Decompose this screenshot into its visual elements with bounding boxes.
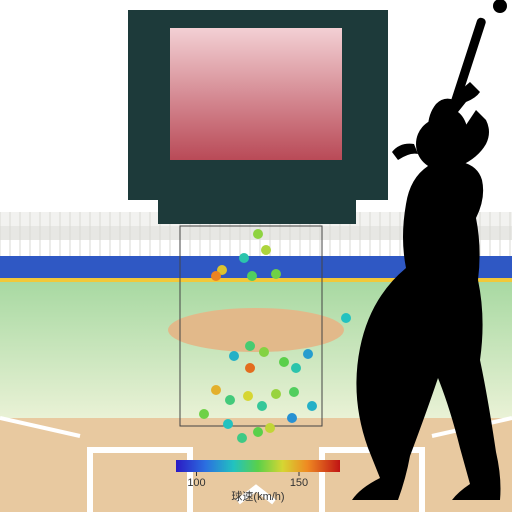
- pitch-marker: [257, 401, 267, 411]
- pitch-marker: [265, 423, 275, 433]
- pitch-marker: [253, 427, 263, 437]
- pitch-marker: [237, 433, 247, 443]
- pitch-marker: [271, 389, 281, 399]
- svg-text:100: 100: [187, 477, 205, 489]
- pitch-marker: [261, 245, 271, 255]
- pitchers-mound: [168, 308, 344, 352]
- pitch-marker: [289, 387, 299, 397]
- pitch-marker: [303, 349, 313, 359]
- pitch-marker: [245, 341, 255, 351]
- pitch-marker: [223, 419, 233, 429]
- pitch-marker: [243, 391, 253, 401]
- pitch-marker: [199, 409, 209, 419]
- pitch-marker: [245, 363, 255, 373]
- pitch-marker: [211, 271, 221, 281]
- scoreboard: [128, 10, 388, 224]
- pitch-marker: [247, 271, 257, 281]
- pitch-marker: [211, 385, 221, 395]
- legend-label: 球速(km/h): [231, 489, 284, 503]
- pitch-marker: [253, 229, 263, 239]
- pitch-marker: [307, 401, 317, 411]
- pitch-marker: [279, 357, 289, 367]
- pitch-marker: [287, 413, 297, 423]
- pitch-marker: [229, 351, 239, 361]
- svg-text:150: 150: [290, 477, 308, 489]
- pitch-marker: [239, 253, 249, 263]
- pitch-marker: [291, 363, 301, 373]
- pitch-location-chart: 100 150 球速(km/h): [0, 0, 512, 512]
- pitch-marker: [341, 313, 351, 323]
- pitch-marker: [225, 395, 235, 405]
- pitch-marker: [259, 347, 269, 357]
- pitch-marker: [271, 269, 281, 279]
